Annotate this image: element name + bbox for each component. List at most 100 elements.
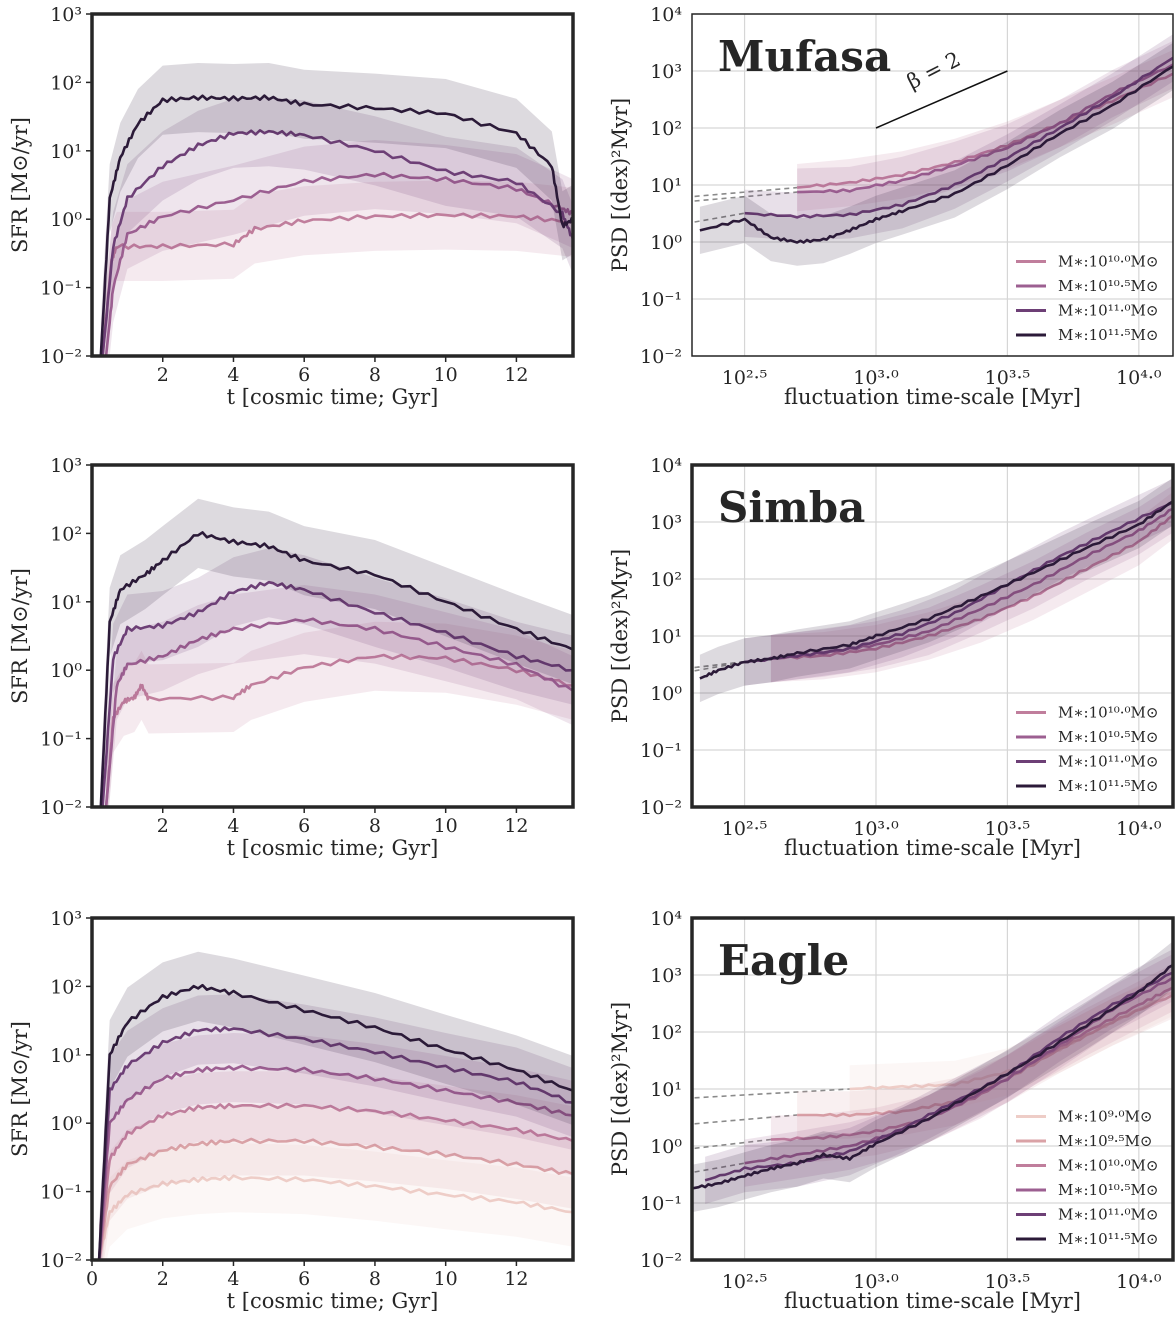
- eagle-psd-series-11-0-line: [704, 971, 1173, 1182]
- eagle-sfr-series-9-0-line: [97, 1174, 573, 1260]
- eagle-psd-xtick-label: 10³·⁵: [985, 1271, 1030, 1293]
- eagle-sfr-series-9-5-line: [97, 1137, 573, 1260]
- eagle-sfr-series-11-0-line: [97, 1026, 573, 1260]
- simba-title: Simba: [718, 483, 865, 532]
- simba-sfr-xlabel: t [cosmic time; Gyr]: [227, 836, 439, 860]
- mufasa-psd-ytick-label: 10³: [650, 61, 682, 83]
- mufasa-sfr-ytick-label: 10⁻¹: [40, 278, 82, 300]
- mufasa-sfr-series-11-5-band: [100, 63, 573, 356]
- simba-sfr-xtick-label: 8: [369, 815, 381, 837]
- simba-sfr-series-11-5-band: [100, 498, 573, 807]
- eagle-psd-xlabel: fluctuation time-scale [Myr]: [784, 1289, 1081, 1313]
- eagle-legend-label: M∗:10¹¹·⁰M⊙: [1058, 1206, 1158, 1224]
- mufasa-sfr-xtick-label: 12: [504, 364, 528, 386]
- mufasa-psd-series-10-5-band: [797, 40, 1173, 216]
- simba-psd-xtick-label: 10³·⁰: [853, 818, 899, 840]
- eagle-sfr-series-11-0-group: [97, 994, 573, 1260]
- simba-psd-ytick-label: 10⁻²: [640, 797, 682, 819]
- mufasa-sfr-series-10-0-group: [101, 180, 573, 356]
- eagle-sfr-ytick-label: 10¹: [50, 1045, 82, 1067]
- eagle-psd-ytick-label: 10⁴: [650, 908, 682, 930]
- mufasa-sfr-series-10-0-line: [101, 212, 573, 356]
- eagle-sfr-xtick-label: 2: [157, 1268, 169, 1290]
- simba-psd-series-10-0-line: [770, 514, 1173, 660]
- eagle-sfr-series-11-0-band: [99, 994, 573, 1260]
- mufasa-sfr-series-10-5-band: [106, 140, 573, 356]
- eagle-sfr-bg: [92, 918, 573, 1260]
- mufasa-psd-series-10-0-line: [796, 72, 1173, 189]
- eagle-sfr-ytick-label: 10⁰: [50, 1113, 82, 1135]
- mufasa-legend-label: M∗:10¹⁰·⁵M⊙: [1058, 277, 1158, 295]
- simba-psd-xtick-label: 10³·⁵: [985, 818, 1030, 840]
- mufasa-psd-series-10-0-band: [797, 50, 1173, 212]
- eagle-sfr-series-9-5-group: [97, 1106, 573, 1260]
- simba-sfr-ytick-label: 10⁰: [50, 660, 82, 682]
- simba-sfr-ylabel: SFR [M⊙/yr]: [8, 568, 32, 704]
- mufasa-psd-series-11-5-line: [699, 65, 1173, 244]
- eagle-legend-label: M∗:10¹¹·⁵M⊙: [1058, 1230, 1158, 1248]
- mufasa-psd-series-11-0-group: [744, 34, 1173, 241]
- eagle-sfr-series-10-0-band: [99, 1071, 573, 1260]
- eagle-sfr-series-11-5-group: [97, 951, 573, 1260]
- simba-sfr-series-11-5-line: [99, 531, 573, 807]
- mufasa-sfr-ylabel: SFR [M⊙/yr]: [8, 117, 32, 253]
- eagle-sfr-xtick-label: 10: [434, 1268, 458, 1290]
- eagle-sfr-xtick-label: 4: [227, 1268, 239, 1290]
- eagle-psd-ytick-label: 10¹: [650, 1079, 682, 1101]
- eagle-psd-frame: [690, 916, 1175, 1262]
- mufasa-psd-series-10-0-group: [796, 50, 1173, 212]
- eagle-psd-xtick-label: 10³·⁰: [853, 1271, 899, 1293]
- mufasa-psd-ytick-label: 10¹: [650, 175, 682, 197]
- mufasa-psd-xtick-label: 10³·⁵: [985, 367, 1030, 389]
- eagle-sfr-series-9-5-band: [99, 1106, 573, 1260]
- simba-sfr-ytick-label: 10¹: [50, 592, 82, 614]
- simba-sfr-ytick-label: 10⁻¹: [40, 729, 82, 751]
- eagle-sfr-ytick-label: 10³: [50, 908, 82, 930]
- mufasa-psd-frame: [691, 13, 1174, 357]
- simba-psd-series-10-0-group: [770, 491, 1173, 683]
- simba-psd-xtick-label: 10⁴·⁰: [1116, 818, 1162, 840]
- eagle-psd-ytick-label: 10⁰: [650, 1136, 682, 1158]
- mufasa-sfr-series-10-5-line: [104, 171, 573, 356]
- mufasa-legend-label: M∗:10¹⁰·⁰M⊙: [1058, 253, 1158, 271]
- eagle-sfr-series-11-5-band: [99, 951, 573, 1260]
- simba-psd-series-11-5-group: [699, 477, 1173, 703]
- eagle-psd-ytick-label: 10³: [650, 965, 682, 987]
- simba-sfr-ytick-label: 10²: [50, 523, 82, 545]
- eagle-legend-label: M∗:10⁹·⁵M⊙: [1058, 1132, 1152, 1150]
- simba-legend-label: M∗:10¹⁰·⁵M⊙: [1058, 728, 1158, 746]
- simba-sfr-bg: [92, 465, 573, 807]
- mufasa-psd-xlabel: fluctuation time-scale [Myr]: [784, 385, 1081, 409]
- eagle-psd-series-10-5-group: [744, 954, 1173, 1187]
- mufasa-sfr-xlabel: t [cosmic time; Gyr]: [227, 385, 439, 409]
- eagle-psd-series-10-5-band: [744, 954, 1173, 1187]
- eagle-sfr-series-10-5-group: [97, 1033, 573, 1260]
- eagle-legend-label: M∗:10¹⁰·⁵M⊙: [1058, 1181, 1158, 1199]
- simba-legend-label: M∗:10¹⁰·⁰M⊙: [1058, 704, 1158, 722]
- simba-psd-ytick-label: 10⁴: [650, 455, 682, 477]
- mufasa-psd-series-11-5-group: [699, 42, 1173, 266]
- mufasa-sfr-xtick-label: 2: [157, 364, 169, 386]
- simba-sfr-series-11-0-band: [102, 548, 573, 807]
- simba-psd-series-11-0-group: [744, 478, 1173, 686]
- eagle-sfr-ytick-label: 10²: [50, 976, 82, 998]
- eagle-sfr-ytick-label: 10⁻¹: [40, 1182, 82, 1204]
- mufasa-legend-label: M∗:10¹¹·⁵M⊙: [1058, 326, 1158, 344]
- mufasa-sfr-series-11-5-group: [99, 63, 573, 356]
- mufasa-sfr-xtick-label: 6: [298, 364, 310, 386]
- simba-sfr-series-10-5-band: [106, 585, 573, 807]
- eagle-sfr-xtick-label: 6: [298, 1268, 310, 1290]
- eagle-sfr-series-10-0-group: [97, 1071, 573, 1260]
- simba-sfr-xtick-label: 12: [504, 815, 528, 837]
- mufasa-psd-series-11-0-band: [744, 34, 1173, 241]
- eagle-psd-series-11-5-band: [692, 941, 1173, 1213]
- simba-psd-ytick-label: 10²: [650, 569, 682, 591]
- simba-psd-ytick-label: 10⁰: [650, 683, 682, 705]
- eagle-psd-dashed-trace: [694, 1088, 850, 1099]
- mufasa-psd-xtick-label: 10³·⁰: [853, 367, 899, 389]
- eagle-psd-series-10-5-line: [744, 976, 1173, 1165]
- mufasa-psd-dashed-trace: [694, 191, 798, 202]
- eagle-psd-series-9-0-band: [849, 968, 1173, 1113]
- simba-sfr-ytick-label: 10⁻²: [40, 797, 82, 819]
- eagle-sfr-ytick-label: 10⁻²: [40, 1250, 82, 1272]
